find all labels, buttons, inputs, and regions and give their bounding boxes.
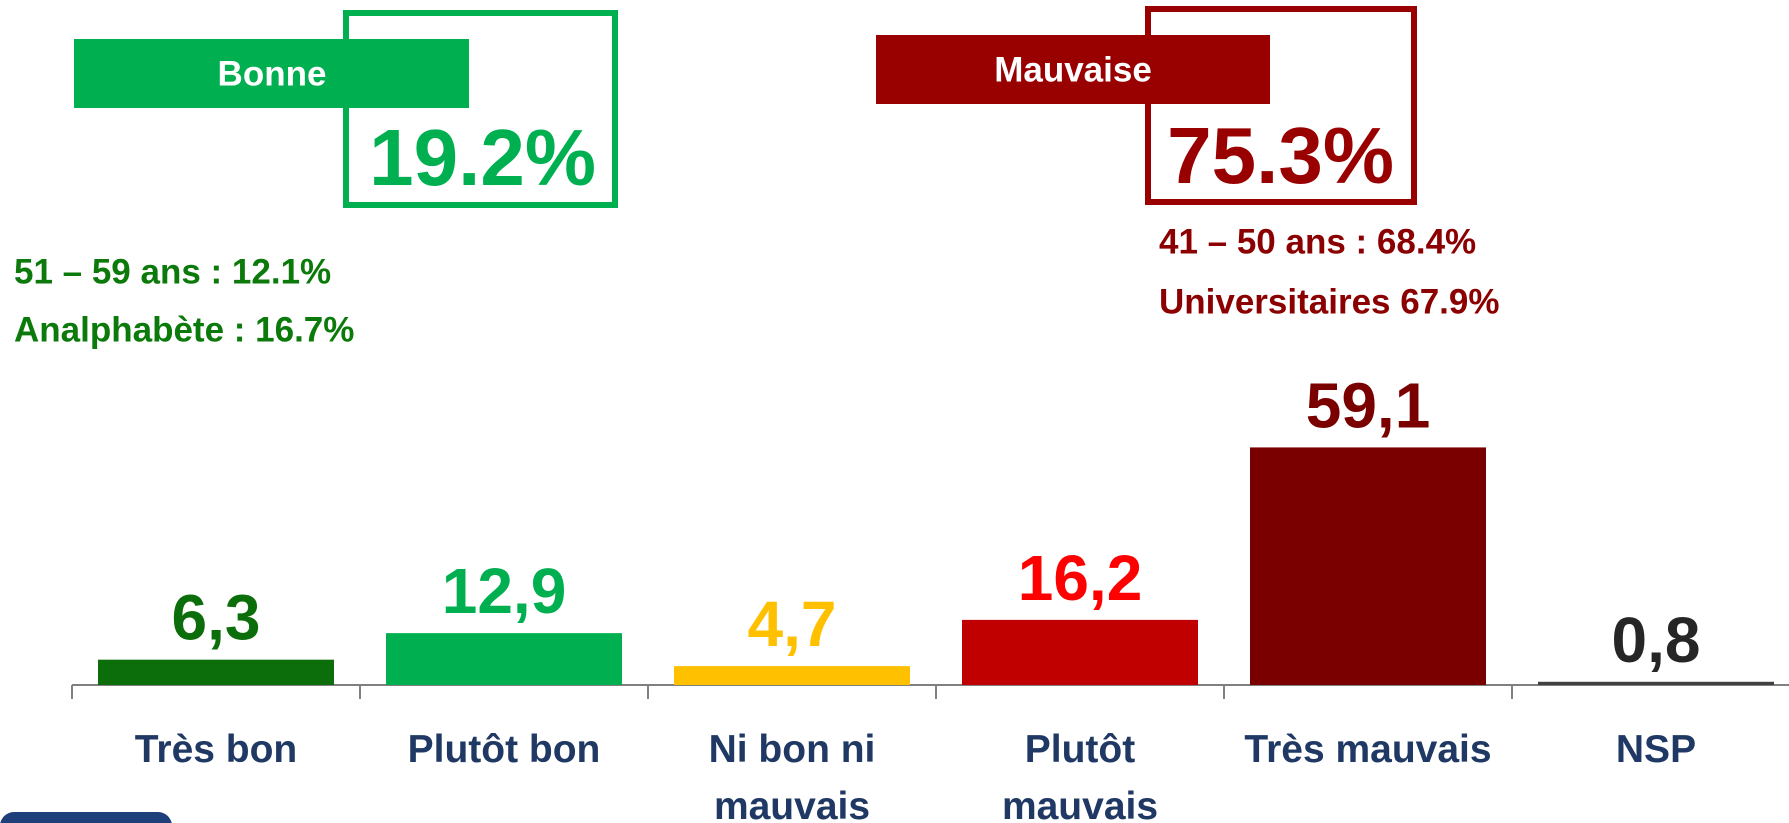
data-label: 59,1 bbox=[1306, 369, 1431, 441]
bar bbox=[674, 666, 910, 685]
annotation-label: Bonne bbox=[218, 54, 327, 93]
bar bbox=[962, 619, 1198, 685]
data-label: 6,3 bbox=[172, 582, 261, 654]
annotation-note: 41 – 50 ans : 68.4% bbox=[1159, 222, 1476, 261]
data-label: 12,9 bbox=[442, 555, 567, 627]
x-tick-label: Très bon bbox=[134, 728, 298, 771]
data-label: 0,8 bbox=[1612, 604, 1701, 676]
annotation-frame bbox=[1145, 6, 1417, 205]
annotation-label: Mauvaise bbox=[994, 50, 1152, 89]
data-label: 4,7 bbox=[748, 588, 837, 660]
annotation-note: Universitaires 67.9% bbox=[1159, 282, 1499, 321]
annotation-tag bbox=[74, 39, 469, 108]
bar bbox=[1250, 447, 1486, 685]
annotation-total: 75.3% bbox=[1167, 111, 1394, 200]
bar bbox=[386, 633, 622, 685]
x-tick-label: Très mauvais bbox=[1244, 728, 1492, 771]
annotation-note: Analphabète : 16.7% bbox=[14, 310, 354, 349]
x-tick-label: Plutôt mauvais bbox=[1001, 728, 1159, 823]
annotation-note: 51 – 59 ans : 12.1% bbox=[14, 252, 331, 291]
annotation-frame bbox=[343, 10, 618, 208]
annotation-total: 19.2% bbox=[369, 113, 596, 202]
decor-tab bbox=[0, 812, 172, 823]
annotation-tag bbox=[876, 35, 1270, 104]
x-tick-label: Plutôt bon bbox=[407, 728, 601, 771]
x-tick-label: NSP bbox=[1615, 728, 1697, 771]
data-label: 16,2 bbox=[1018, 542, 1143, 614]
bar bbox=[1538, 681, 1774, 685]
x-tick-label: Ni bon ni mauvais bbox=[708, 728, 876, 823]
bar bbox=[98, 659, 334, 685]
